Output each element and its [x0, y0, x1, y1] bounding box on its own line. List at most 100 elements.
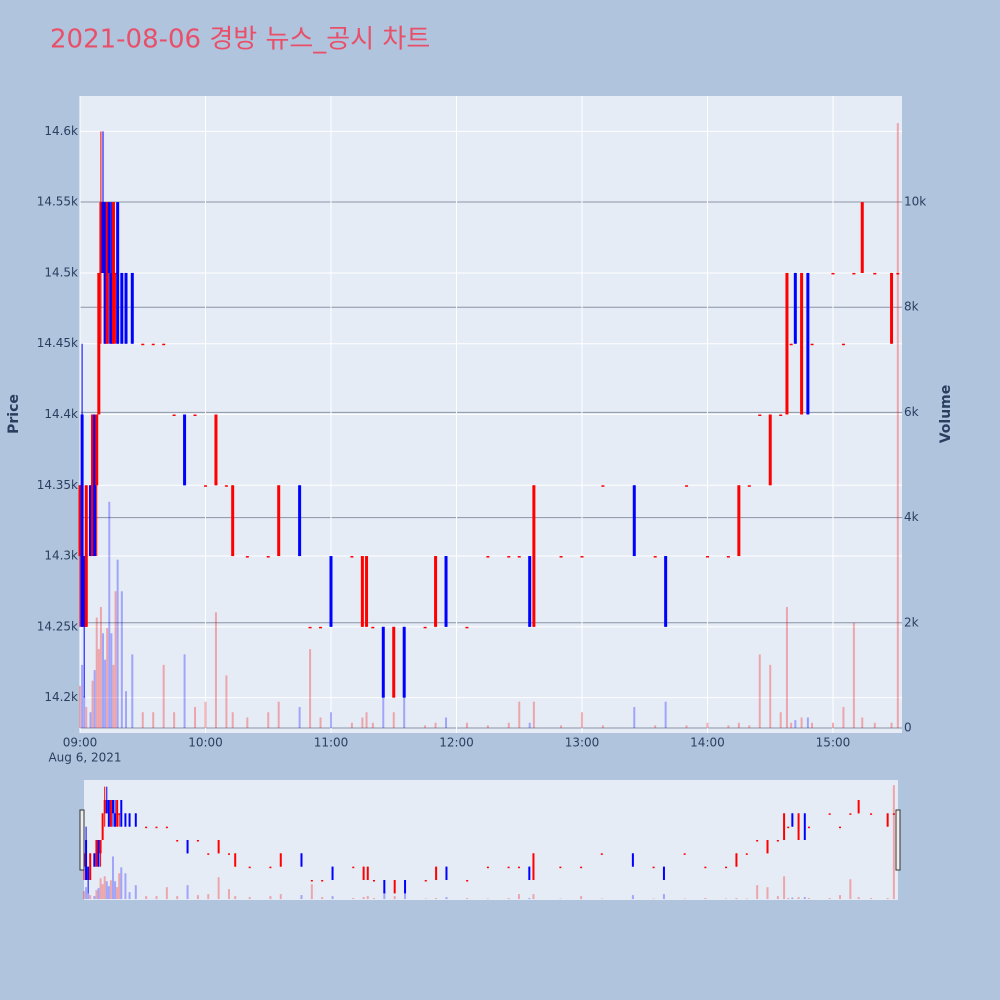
- candle-body: [653, 556, 657, 558]
- candle-body: [381, 626, 385, 698]
- candle-body: [747, 485, 751, 487]
- volume-bar: [445, 717, 448, 729]
- candle-body: [196, 840, 199, 842]
- candle-body: [890, 272, 894, 344]
- x-tick-label: 14:00: [690, 736, 725, 750]
- volume-bar: [365, 712, 368, 729]
- candle-body: [97, 840, 100, 867]
- candle-body: [279, 853, 282, 867]
- x-tick-label: 10:00: [188, 736, 223, 750]
- candle-body: [103, 202, 107, 344]
- volume-bar: [580, 896, 583, 900]
- candle-body: [114, 813, 117, 827]
- volume-bar: [807, 898, 810, 900]
- volume-bar: [225, 675, 228, 729]
- volume-bar: [111, 856, 114, 900]
- candle-body: [371, 626, 375, 629]
- volume-bar: [783, 876, 786, 900]
- candle-body: [803, 813, 806, 840]
- candle-body: [266, 556, 270, 558]
- candle-body: [806, 272, 810, 415]
- x-tick-label: 09:00: [63, 736, 98, 750]
- candle-body: [445, 866, 448, 880]
- candle-body: [600, 853, 603, 855]
- slider-handle[interactable]: [79, 809, 85, 871]
- candle-body: [214, 414, 218, 486]
- volume-bar: [104, 659, 107, 729]
- volume-bar: [248, 897, 251, 900]
- candle-body: [88, 485, 92, 557]
- candle-body: [852, 272, 856, 275]
- volume-bar: [83, 696, 86, 729]
- volume-bar: [207, 894, 210, 900]
- volume-bar: [269, 896, 272, 900]
- volume-bar: [852, 622, 855, 729]
- volume-bar: [298, 706, 301, 729]
- volume-bar: [267, 712, 270, 729]
- volume-bar: [204, 701, 207, 729]
- volume-bar: [372, 898, 375, 900]
- volume-bar: [95, 890, 98, 900]
- volume-bar: [116, 887, 119, 900]
- volume-bar: [371, 722, 374, 729]
- candle-body: [95, 840, 98, 867]
- volume-bar: [532, 701, 535, 729]
- candle-body: [124, 813, 127, 827]
- candle-body: [172, 414, 176, 416]
- volume-bar: [706, 722, 709, 729]
- volume-bar: [791, 897, 794, 900]
- volume-bar: [120, 867, 123, 900]
- volume-bar: [165, 887, 168, 900]
- range-slider[interactable]: [84, 780, 898, 900]
- y-tick-label: 14.35k: [37, 478, 78, 492]
- volume-bar: [114, 881, 117, 900]
- volume-bar: [93, 670, 96, 729]
- x-tick-label: 11:00: [314, 736, 349, 750]
- volume-bar: [118, 873, 121, 900]
- volume-bar: [766, 887, 769, 900]
- candle-body: [310, 880, 313, 882]
- volume-bar: [435, 898, 438, 900]
- volume-bar: [112, 664, 115, 729]
- candle-body: [319, 626, 323, 629]
- candle-body: [892, 813, 895, 815]
- candle-body: [466, 880, 469, 882]
- volume-bar: [787, 898, 790, 900]
- candle-body: [298, 485, 302, 557]
- y2-axis-title: Volume: [938, 385, 954, 444]
- candle-body: [107, 202, 111, 273]
- candle-body: [435, 866, 438, 880]
- slider-handle[interactable]: [895, 809, 901, 871]
- candle-body: [758, 414, 762, 416]
- volume-bar: [362, 897, 365, 900]
- candle-body: [870, 813, 873, 815]
- volume-bar: [85, 887, 88, 900]
- candle-body: [124, 272, 128, 344]
- volume-bar: [842, 706, 845, 729]
- candle-body: [116, 800, 119, 827]
- volume-bar: [769, 664, 772, 729]
- candle-body: [331, 866, 334, 880]
- volume-bar: [81, 664, 84, 729]
- volume-bar: [109, 880, 112, 900]
- candle-body: [120, 800, 123, 827]
- volume-bar: [350, 722, 353, 729]
- volume-bar: [861, 717, 864, 729]
- volume-bar: [361, 717, 364, 729]
- volume-bar: [507, 898, 510, 900]
- volume-bar: [217, 877, 220, 900]
- volume-bar: [424, 725, 427, 729]
- volume-bar: [106, 628, 109, 729]
- candle-body: [151, 343, 155, 346]
- candle-body: [89, 853, 92, 880]
- candle-body: [186, 840, 189, 854]
- candle-body: [507, 866, 510, 869]
- volume-bar: [580, 712, 583, 729]
- volume-bar: [392, 712, 395, 729]
- volume-bar: [532, 894, 535, 900]
- candle-body: [860, 202, 864, 273]
- volume-bar: [886, 898, 889, 900]
- candle-body: [768, 414, 772, 486]
- y-tick-label: 14.3k: [44, 549, 78, 563]
- candle-body: [300, 853, 303, 867]
